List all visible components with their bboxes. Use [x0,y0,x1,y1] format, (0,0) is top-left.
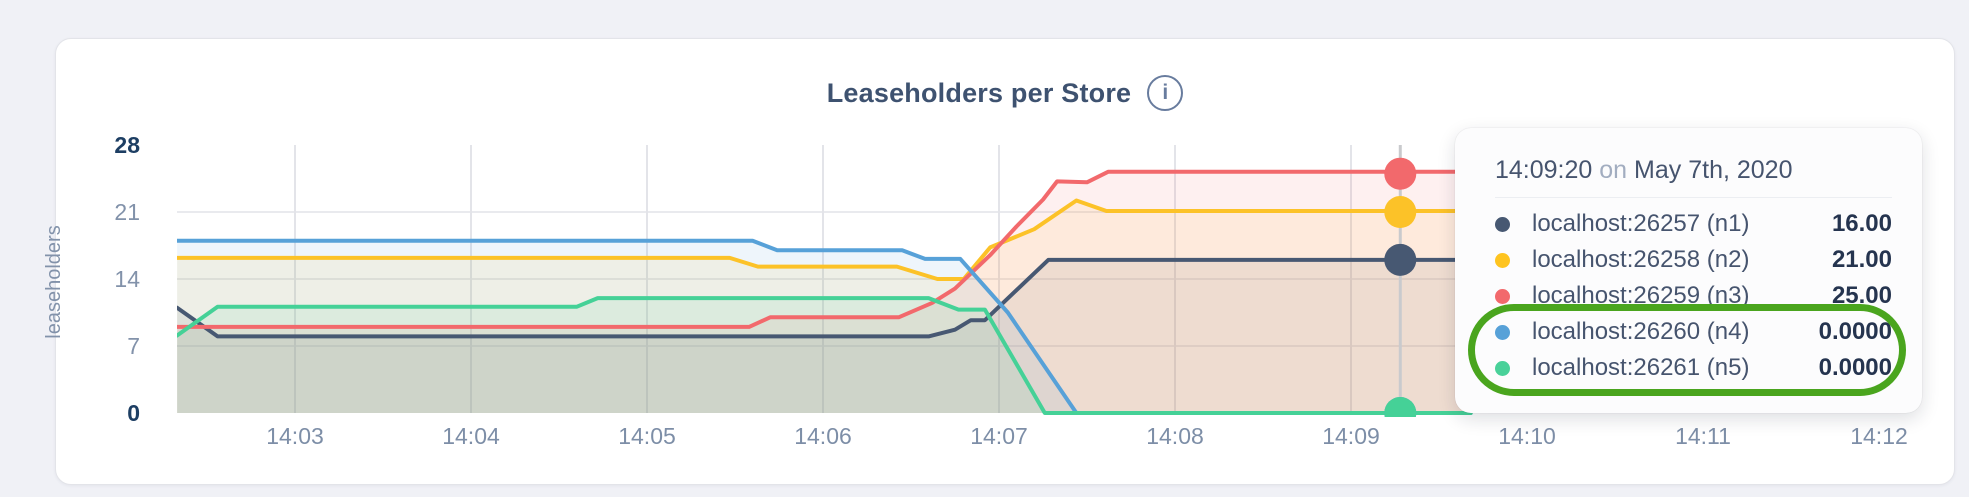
series-value-n4: 0.0000 [1818,318,1892,345]
y-tick-label: 21 [114,199,140,225]
x-tick-label: 14:06 [794,423,852,449]
series-line-n5 [177,296,1473,415]
info-icon[interactable]: i [1147,75,1184,111]
chart-title: Leaseholders per Store [826,77,1132,108]
x-tick-label: 14:05 [618,423,676,449]
y-tick-label: 7 [127,333,140,359]
series-dot-n4 [1495,324,1510,340]
y-tick-label: 14 [114,266,140,292]
tooltip-row-n1: localhost:26257 (n1) 16.00 [1495,206,1892,242]
hover-dot-n2 [1384,196,1417,228]
y-tick-label: 0 [127,400,140,426]
chart-tooltip: 14:09:20 on May 7th, 2020 localhost:2625… [1455,128,1922,413]
x-tick-label: 14:08 [1146,423,1204,449]
y-axis-label: leaseholders [43,225,65,338]
series-label-n4: localhost:26260 (n4) [1532,318,1750,345]
series-label-n5: localhost:26261 (n5) [1532,354,1750,381]
tooltip-on-word: on [1599,156,1628,184]
x-tick-label: 14:10 [1498,423,1556,449]
hover-dot-n3 [1384,157,1417,190]
series-dot-n5 [1495,360,1510,376]
tooltip-timestamp: 14:09:20 on May 7th, 2020 [1495,156,1892,198]
x-tick-label: 14:03 [266,423,324,449]
series-dot-n3 [1495,288,1510,304]
tooltip-row-n5: localhost:26261 (n5) 0.0000 [1495,350,1892,386]
series-line-n1 [177,257,1473,339]
y-tick-label: 28 [114,132,140,158]
series-label-n2: localhost:26258 (n2) [1532,246,1750,273]
chart-header: Leaseholders per Store i [56,75,1954,111]
hover-dot-n1 [1384,243,1417,276]
tooltip-row-n4: localhost:26260 (n4) 0.0000 [1495,314,1892,350]
tooltip-date: May 7th, 2020 [1634,156,1793,184]
x-tick-label: 14:11 [1675,423,1731,449]
hover-dot-n5 [1384,397,1417,417]
series-value-n3: 25.00 [1831,282,1892,309]
series-dot-n2 [1495,252,1510,268]
series-dot-n1 [1495,216,1510,232]
x-tick-label: 14:07 [970,423,1028,449]
x-tick-label: 14:04 [442,423,500,449]
tooltip-row-n2: localhost:26258 (n2) 21.00 [1495,242,1892,278]
tooltip-row-n3: localhost:26259 (n3) 25.00 [1495,278,1892,314]
series-label-n3: localhost:26259 (n3) [1532,282,1750,309]
series-value-n5: 0.0000 [1818,354,1892,381]
series-line-n4 [177,238,1473,415]
x-tick-label: 14:12 [1850,423,1908,449]
tooltip-rows: localhost:26257 (n1) 16.00 localhost:262… [1495,206,1892,386]
series-value-n1: 16.00 [1831,210,1892,237]
series-label-n1: localhost:26257 (n1) [1532,210,1750,237]
series-line-n3 [177,169,1473,329]
tooltip-time: 14:09:20 [1495,156,1593,184]
x-tick-label: 14:09 [1322,423,1380,449]
series-value-n2: 21.00 [1831,246,1892,273]
